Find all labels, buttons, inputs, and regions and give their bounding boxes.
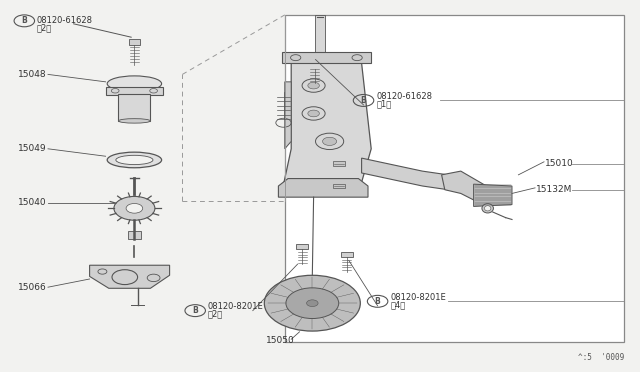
Bar xyxy=(296,244,308,249)
Circle shape xyxy=(307,300,318,307)
Circle shape xyxy=(126,203,143,213)
Text: （2）: （2） xyxy=(36,23,52,32)
Text: 15050: 15050 xyxy=(266,336,294,345)
Text: B: B xyxy=(375,297,380,306)
Bar xyxy=(285,15,624,342)
Text: 15048: 15048 xyxy=(18,70,47,79)
Bar xyxy=(341,252,353,257)
Bar xyxy=(106,87,163,95)
Bar xyxy=(333,161,345,166)
Text: （2）: （2） xyxy=(207,310,223,319)
Text: B: B xyxy=(22,16,27,25)
Text: 08120-61628: 08120-61628 xyxy=(376,92,433,101)
Text: 15066: 15066 xyxy=(18,283,47,292)
Ellipse shape xyxy=(484,206,491,211)
Text: 08120-8201E: 08120-8201E xyxy=(207,302,263,311)
Circle shape xyxy=(308,82,319,89)
Ellipse shape xyxy=(108,76,162,92)
Text: （4）: （4） xyxy=(390,301,406,310)
Text: 08120-61628: 08120-61628 xyxy=(36,16,93,25)
Bar xyxy=(118,94,150,121)
Polygon shape xyxy=(278,179,368,197)
Circle shape xyxy=(308,110,319,117)
Polygon shape xyxy=(282,52,371,63)
Polygon shape xyxy=(90,265,170,288)
Text: 15132M: 15132M xyxy=(536,185,573,194)
Polygon shape xyxy=(442,171,499,206)
Circle shape xyxy=(114,196,155,220)
Text: 15049: 15049 xyxy=(18,144,47,153)
Circle shape xyxy=(286,288,339,318)
Circle shape xyxy=(264,275,360,331)
Text: 15010: 15010 xyxy=(545,159,574,168)
Text: 08120-8201E: 08120-8201E xyxy=(390,293,446,302)
Polygon shape xyxy=(362,158,448,190)
Polygon shape xyxy=(282,63,371,193)
Ellipse shape xyxy=(482,203,493,213)
Ellipse shape xyxy=(108,152,162,168)
Bar xyxy=(309,63,321,67)
Bar xyxy=(128,231,141,239)
Text: ^:5  '0009: ^:5 '0009 xyxy=(578,353,624,362)
Text: （1）: （1） xyxy=(376,100,392,109)
Polygon shape xyxy=(285,82,291,149)
Text: B: B xyxy=(361,96,366,105)
Bar xyxy=(315,15,325,67)
Text: B: B xyxy=(193,306,198,315)
Bar xyxy=(333,184,345,188)
Bar xyxy=(129,39,140,45)
Circle shape xyxy=(323,137,337,145)
Polygon shape xyxy=(474,184,512,206)
Ellipse shape xyxy=(116,155,153,164)
Ellipse shape xyxy=(118,119,150,123)
Text: 15040: 15040 xyxy=(18,198,47,207)
